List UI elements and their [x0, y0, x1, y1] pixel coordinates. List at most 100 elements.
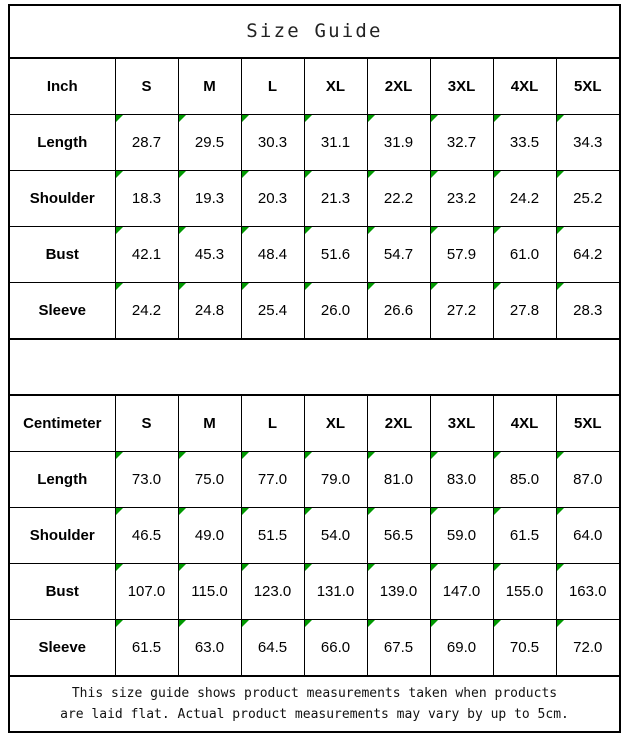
- green-triangle-icon: [304, 620, 312, 627]
- green-triangle-icon: [430, 452, 438, 459]
- size-header-2xl: 2XL: [367, 396, 431, 452]
- cell-value: 48.4: [257, 246, 288, 263]
- cell-inch-sleeve-3xl: 27.2: [430, 282, 494, 338]
- green-triangle-icon: [367, 452, 375, 459]
- green-triangle-icon: [430, 283, 438, 290]
- green-triangle-icon: [430, 564, 438, 571]
- cell-value: 27.2: [446, 302, 477, 319]
- cell-centimeter-shoulder-3xl: 59.0: [430, 507, 494, 564]
- cell-value: 31.1: [320, 134, 351, 151]
- cell-centimeter-shoulder-l: 51.5: [241, 507, 305, 564]
- unit-header-centimeter: Centimeter: [10, 396, 116, 452]
- green-triangle-icon: [493, 171, 501, 178]
- green-triangle-icon: [430, 620, 438, 627]
- cell-value: 51.5: [257, 527, 288, 544]
- green-triangle-icon: [115, 171, 123, 178]
- size-header-xl: XL: [304, 59, 368, 115]
- cell-centimeter-bust-2xl: 139.0: [367, 563, 431, 620]
- cell-inch-bust-l: 48.4: [241, 226, 305, 283]
- cell-inch-shoulder-s: 18.3: [115, 170, 179, 227]
- green-triangle-icon: [115, 452, 123, 459]
- size-header-4xl: 4XL: [493, 59, 557, 115]
- cell-value: 57.9: [446, 246, 477, 263]
- cell-value: 61.5: [509, 527, 540, 544]
- green-triangle-icon: [178, 283, 186, 290]
- cell-inch-length-4xl: 33.5: [493, 114, 557, 171]
- green-triangle-icon: [115, 508, 123, 515]
- cell-value: 26.0: [320, 302, 351, 319]
- cell-centimeter-length-xl: 79.0: [304, 451, 368, 508]
- cell-centimeter-sleeve-l: 64.5: [241, 619, 305, 675]
- cell-value: 85.0: [509, 471, 540, 488]
- size-header-s: S: [115, 59, 179, 115]
- green-triangle-icon: [367, 171, 375, 178]
- cell-value: 54.7: [383, 246, 414, 263]
- size-header-3xl: 3XL: [430, 59, 494, 115]
- cell-inch-bust-xl: 51.6: [304, 226, 368, 283]
- cell-value: 28.3: [573, 302, 603, 319]
- size-header-m: M: [178, 396, 242, 452]
- green-triangle-icon: [241, 508, 249, 515]
- cell-value: 79.0: [320, 471, 351, 488]
- green-triangle-icon: [115, 564, 123, 571]
- cell-value: 33.5: [509, 134, 540, 151]
- cell-value: 49.0: [194, 527, 225, 544]
- green-triangle-icon: [178, 115, 186, 122]
- cell-value: 26.6: [383, 302, 414, 319]
- cell-centimeter-length-4xl: 85.0: [493, 451, 557, 508]
- cell-value: 25.4: [257, 302, 288, 319]
- cell-inch-length-2xl: 31.9: [367, 114, 431, 171]
- cell-inch-shoulder-2xl: 22.2: [367, 170, 431, 227]
- cell-inch-bust-4xl: 61.0: [493, 226, 557, 283]
- green-triangle-icon: [367, 620, 375, 627]
- size-table-inch-body: Inch S M L XL 2XL 3XL 4XL 5XL Length 28.7 29.5 30.3 3…: [10, 59, 619, 338]
- green-triangle-icon: [556, 452, 564, 459]
- size-table-header-row: Centimeter S M L XL 2XL 3XL 4XL 5XL: [10, 396, 619, 452]
- cell-inch-length-5xl: 34.3: [556, 114, 619, 171]
- cell-centimeter-sleeve-m: 63.0: [178, 619, 242, 675]
- green-triangle-icon: [304, 452, 312, 459]
- cell-centimeter-sleeve-s: 61.5: [115, 619, 179, 675]
- green-triangle-icon: [367, 564, 375, 571]
- green-triangle-icon: [304, 283, 312, 290]
- size-header-2xl: 2XL: [367, 59, 431, 115]
- green-triangle-icon: [241, 171, 249, 178]
- green-triangle-icon: [115, 115, 123, 122]
- cell-value: 70.5: [509, 639, 540, 656]
- green-triangle-icon: [304, 115, 312, 122]
- cell-value: 123.0: [253, 583, 292, 600]
- green-triangle-icon: [556, 171, 564, 178]
- row-label-length: Length: [10, 114, 116, 171]
- footnote-line-2: are laid flat. Actual product measuremen…: [60, 707, 569, 722]
- green-triangle-icon: [178, 227, 186, 234]
- cell-value: 25.2: [573, 190, 603, 207]
- green-triangle-icon: [367, 227, 375, 234]
- size-table-header-row: Inch S M L XL 2XL 3XL 4XL 5XL: [10, 59, 619, 115]
- table-row: Bust 107.0 115.0 123.0 131.0 139.0 147.0 155.0 1…: [10, 563, 619, 620]
- green-triangle-icon: [178, 171, 186, 178]
- cell-centimeter-length-3xl: 83.0: [430, 451, 494, 508]
- cell-centimeter-shoulder-xl: 54.0: [304, 507, 368, 564]
- cell-value: 131.0: [316, 583, 355, 600]
- cell-inch-sleeve-l: 25.4: [241, 282, 305, 338]
- cell-value: 107.0: [127, 583, 166, 600]
- green-triangle-icon: [304, 564, 312, 571]
- cell-centimeter-bust-s: 107.0: [115, 563, 179, 620]
- size-header-5xl: 5XL: [556, 59, 619, 115]
- cell-inch-bust-2xl: 54.7: [367, 226, 431, 283]
- green-triangle-icon: [556, 115, 564, 122]
- cell-centimeter-shoulder-2xl: 56.5: [367, 507, 431, 564]
- green-triangle-icon: [367, 508, 375, 515]
- green-triangle-icon: [304, 227, 312, 234]
- cell-inch-sleeve-5xl: 28.3: [556, 282, 619, 338]
- green-triangle-icon: [493, 115, 501, 122]
- green-triangle-icon: [304, 508, 312, 515]
- cell-value: 147.0: [442, 583, 481, 600]
- cell-value: 46.5: [131, 527, 162, 544]
- row-label-bust: Bust: [10, 226, 116, 283]
- cell-value: 64.0: [573, 527, 603, 544]
- size-header-xl: XL: [304, 396, 368, 452]
- cell-centimeter-shoulder-m: 49.0: [178, 507, 242, 564]
- cell-value: 51.6: [320, 246, 351, 263]
- cell-centimeter-length-l: 77.0: [241, 451, 305, 508]
